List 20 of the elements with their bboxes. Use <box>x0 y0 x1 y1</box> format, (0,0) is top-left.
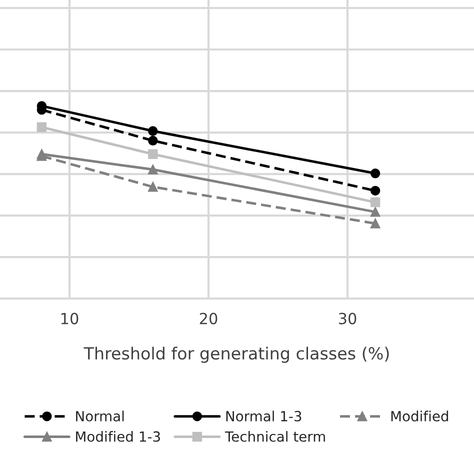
point <box>148 182 158 192</box>
point <box>370 207 380 217</box>
point <box>148 149 158 159</box>
legend-label: Modified 1-3 <box>76 431 160 442</box>
x-axis-title: Threshold for generating classes (%) <box>84 346 389 363</box>
point <box>370 186 380 196</box>
legend-label: Modified <box>391 410 448 422</box>
x-tick-label: 30 <box>338 312 356 324</box>
point <box>148 126 158 136</box>
point <box>148 164 158 174</box>
point <box>36 122 47 132</box>
x-tick-label: 20 <box>200 312 218 324</box>
legend-label: Technical term <box>224 431 325 442</box>
point <box>148 136 158 146</box>
legend-label: Normal <box>76 410 124 422</box>
x-tick-label: 10 <box>61 312 78 324</box>
point <box>370 197 380 208</box>
legend-label: Normal 1-3 <box>226 410 302 422</box>
point <box>370 168 380 178</box>
point <box>370 218 380 228</box>
